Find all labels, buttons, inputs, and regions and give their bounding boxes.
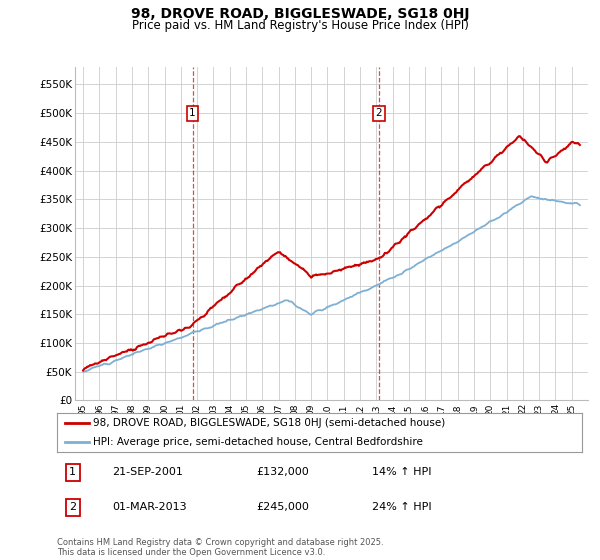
Text: £132,000: £132,000	[257, 468, 309, 478]
Text: HPI: Average price, semi-detached house, Central Bedfordshire: HPI: Average price, semi-detached house,…	[93, 437, 422, 447]
Text: Contains HM Land Registry data © Crown copyright and database right 2025.
This d: Contains HM Land Registry data © Crown c…	[57, 538, 383, 557]
Text: 98, DROVE ROAD, BIGGLESWADE, SG18 0HJ: 98, DROVE ROAD, BIGGLESWADE, SG18 0HJ	[131, 7, 469, 21]
Text: £245,000: £245,000	[257, 502, 310, 512]
Text: 14% ↑ HPI: 14% ↑ HPI	[372, 468, 431, 478]
Text: 1: 1	[189, 108, 196, 118]
Text: 98, DROVE ROAD, BIGGLESWADE, SG18 0HJ (semi-detached house): 98, DROVE ROAD, BIGGLESWADE, SG18 0HJ (s…	[93, 418, 445, 427]
Text: 1: 1	[69, 468, 76, 478]
Text: 2: 2	[69, 502, 76, 512]
Text: 01-MAR-2013: 01-MAR-2013	[112, 502, 187, 512]
Text: Price paid vs. HM Land Registry's House Price Index (HPI): Price paid vs. HM Land Registry's House …	[131, 19, 469, 32]
Text: 24% ↑ HPI: 24% ↑ HPI	[372, 502, 431, 512]
Text: 2: 2	[376, 108, 382, 118]
Text: 21-SEP-2001: 21-SEP-2001	[112, 468, 183, 478]
